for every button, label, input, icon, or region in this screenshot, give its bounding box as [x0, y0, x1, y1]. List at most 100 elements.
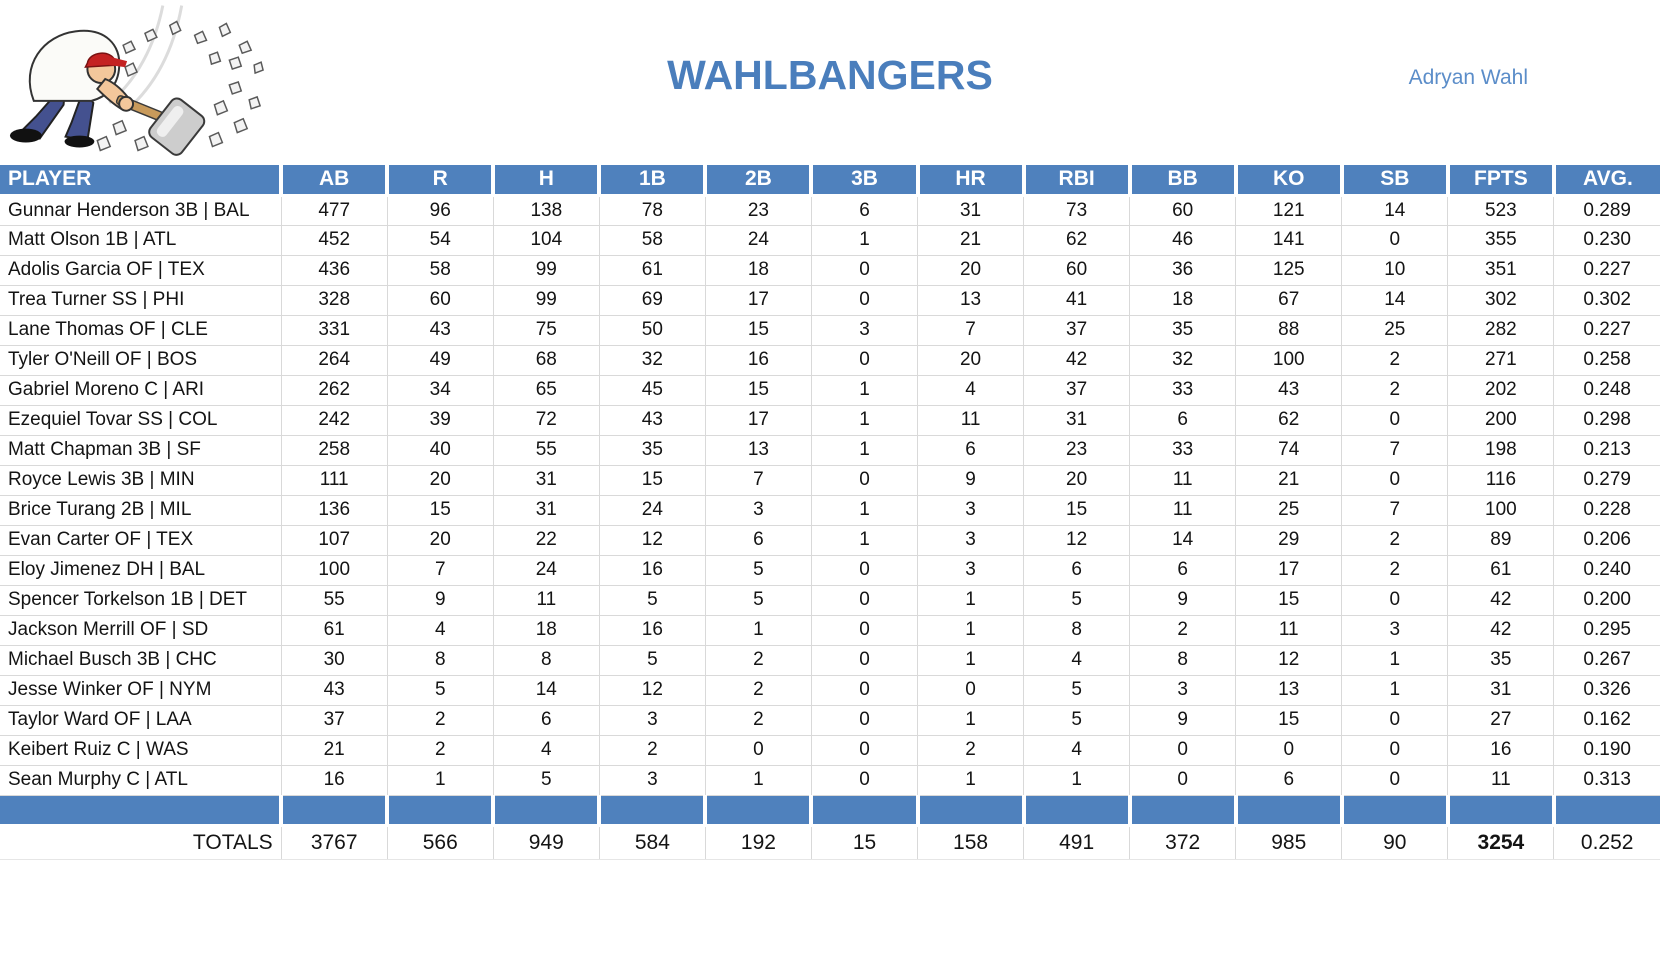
player-cell[interactable]: Ezequiel Tovar SS | COL: [0, 405, 282, 436]
stat-cell[interactable]: 8: [387, 645, 494, 676]
stat-cell[interactable]: 200: [1447, 405, 1555, 436]
column-header-fpts[interactable]: FPTS: [1445, 165, 1554, 197]
stat-cell[interactable]: 1: [705, 615, 812, 646]
stat-cell[interactable]: 0: [811, 255, 919, 286]
stat-cell[interactable]: 302: [1447, 285, 1555, 316]
stat-cell[interactable]: 2: [1341, 555, 1449, 586]
stat-cell[interactable]: 24: [493, 555, 600, 586]
stat-cell[interactable]: 523: [1447, 195, 1555, 226]
stat-cell[interactable]: 17: [1235, 555, 1343, 586]
stat-cell[interactable]: 4: [917, 375, 1025, 406]
stat-cell[interactable]: 0: [1341, 735, 1449, 766]
stat-cell[interactable]: 43: [1235, 375, 1343, 406]
column-header-avg[interactable]: AVG.: [1551, 165, 1660, 197]
stat-cell[interactable]: 5: [599, 645, 706, 676]
stat-cell[interactable]: 4: [1023, 735, 1131, 766]
stat-cell[interactable]: 3: [1129, 675, 1237, 706]
stat-cell[interactable]: 0.227: [1553, 255, 1660, 286]
stat-cell[interactable]: 5: [1023, 705, 1131, 736]
stat-cell[interactable]: 12: [599, 525, 706, 556]
stat-cell[interactable]: 6: [1129, 405, 1237, 436]
total-fpts[interactable]: 3254: [1447, 825, 1555, 860]
stat-cell[interactable]: 78: [599, 195, 706, 226]
stat-cell[interactable]: 6: [917, 435, 1025, 466]
stat-cell[interactable]: 7: [705, 465, 812, 496]
stat-cell[interactable]: 1: [811, 435, 919, 466]
stat-cell[interactable]: 58: [599, 225, 706, 256]
stat-cell[interactable]: 6: [811, 195, 919, 226]
stat-cell[interactable]: 31: [493, 495, 600, 526]
stat-cell[interactable]: 0: [811, 705, 919, 736]
stat-cell[interactable]: 24: [599, 495, 706, 526]
stat-cell[interactable]: 21: [1235, 465, 1343, 496]
stat-cell[interactable]: 35: [1447, 645, 1555, 676]
stat-cell[interactable]: 14: [1129, 525, 1237, 556]
column-header-bb[interactable]: BB: [1127, 165, 1236, 197]
stat-cell[interactable]: 0: [1341, 705, 1449, 736]
stat-cell[interactable]: 0: [705, 735, 812, 766]
stat-cell[interactable]: 2: [1341, 375, 1449, 406]
stat-cell[interactable]: 7: [917, 315, 1025, 346]
stat-cell[interactable]: 0: [917, 675, 1025, 706]
stat-cell[interactable]: 65: [493, 375, 600, 406]
stat-cell[interactable]: 62: [1023, 225, 1131, 256]
stat-cell[interactable]: 4: [387, 615, 494, 646]
stat-cell[interactable]: 3: [811, 315, 919, 346]
stat-cell[interactable]: 23: [1023, 435, 1131, 466]
stat-cell[interactable]: 60: [1023, 255, 1131, 286]
stat-cell[interactable]: 43: [387, 315, 494, 346]
stat-cell[interactable]: 2: [1341, 525, 1449, 556]
stat-cell[interactable]: 18: [705, 255, 812, 286]
stat-cell[interactable]: 68: [493, 345, 600, 376]
stat-cell[interactable]: 0: [1129, 765, 1237, 796]
stat-cell[interactable]: 61: [599, 255, 706, 286]
stat-cell[interactable]: 0: [1235, 735, 1343, 766]
stat-cell[interactable]: 141: [1235, 225, 1343, 256]
stat-cell[interactable]: 16: [599, 555, 706, 586]
stat-cell[interactable]: 31: [493, 465, 600, 496]
stat-cell[interactable]: 67: [1235, 285, 1343, 316]
stat-cell[interactable]: 30: [281, 645, 388, 676]
player-cell[interactable]: Gunnar Henderson 3B | BAL: [0, 195, 282, 226]
player-cell[interactable]: Evan Carter OF | TEX: [0, 525, 282, 556]
stat-cell[interactable]: 1: [1341, 675, 1449, 706]
stat-cell[interactable]: 1: [811, 495, 919, 526]
stat-cell[interactable]: 1: [705, 765, 812, 796]
stat-cell[interactable]: 72: [493, 405, 600, 436]
stat-cell[interactable]: 39: [387, 405, 494, 436]
player-cell[interactable]: Gabriel Moreno C | ARI: [0, 375, 282, 406]
total-2b[interactable]: 192: [705, 825, 812, 860]
stat-cell[interactable]: 351: [1447, 255, 1555, 286]
stat-cell[interactable]: 0.302: [1553, 285, 1660, 316]
stat-cell[interactable]: 104: [493, 225, 600, 256]
stat-cell[interactable]: 15: [1235, 705, 1343, 736]
stat-cell[interactable]: 107: [281, 525, 388, 556]
stat-cell[interactable]: 3: [705, 495, 812, 526]
stat-cell[interactable]: 11: [1129, 495, 1237, 526]
stat-cell[interactable]: 54: [387, 225, 494, 256]
player-cell[interactable]: Tyler O'Neill OF | BOS: [0, 345, 282, 376]
stat-cell[interactable]: 9: [917, 465, 1025, 496]
stat-cell[interactable]: 8: [493, 645, 600, 676]
column-header-h[interactable]: H: [491, 165, 600, 197]
stat-cell[interactable]: 0: [1129, 735, 1237, 766]
stat-cell[interactable]: 1: [917, 585, 1025, 616]
stat-cell[interactable]: 436: [281, 255, 388, 286]
stat-cell[interactable]: 40: [387, 435, 494, 466]
stat-cell[interactable]: 0: [811, 345, 919, 376]
player-cell[interactable]: Trea Turner SS | PHI: [0, 285, 282, 316]
stat-cell[interactable]: 16: [1447, 735, 1555, 766]
player-cell[interactable]: Sean Murphy C | ATL: [0, 765, 282, 796]
stat-cell[interactable]: 20: [387, 465, 494, 496]
stat-cell[interactable]: 0: [811, 645, 919, 676]
stat-cell[interactable]: 3: [917, 555, 1025, 586]
stat-cell[interactable]: 125: [1235, 255, 1343, 286]
total-rbi[interactable]: 491: [1023, 825, 1131, 860]
stat-cell[interactable]: 0: [811, 735, 919, 766]
player-cell[interactable]: Keibert Ruiz C | WAS: [0, 735, 282, 766]
stat-cell[interactable]: 11: [1129, 465, 1237, 496]
stat-cell[interactable]: 1: [811, 225, 919, 256]
stat-cell[interactable]: 3: [917, 495, 1025, 526]
column-header-ab[interactable]: AB: [279, 165, 388, 197]
stat-cell[interactable]: 20: [917, 345, 1025, 376]
